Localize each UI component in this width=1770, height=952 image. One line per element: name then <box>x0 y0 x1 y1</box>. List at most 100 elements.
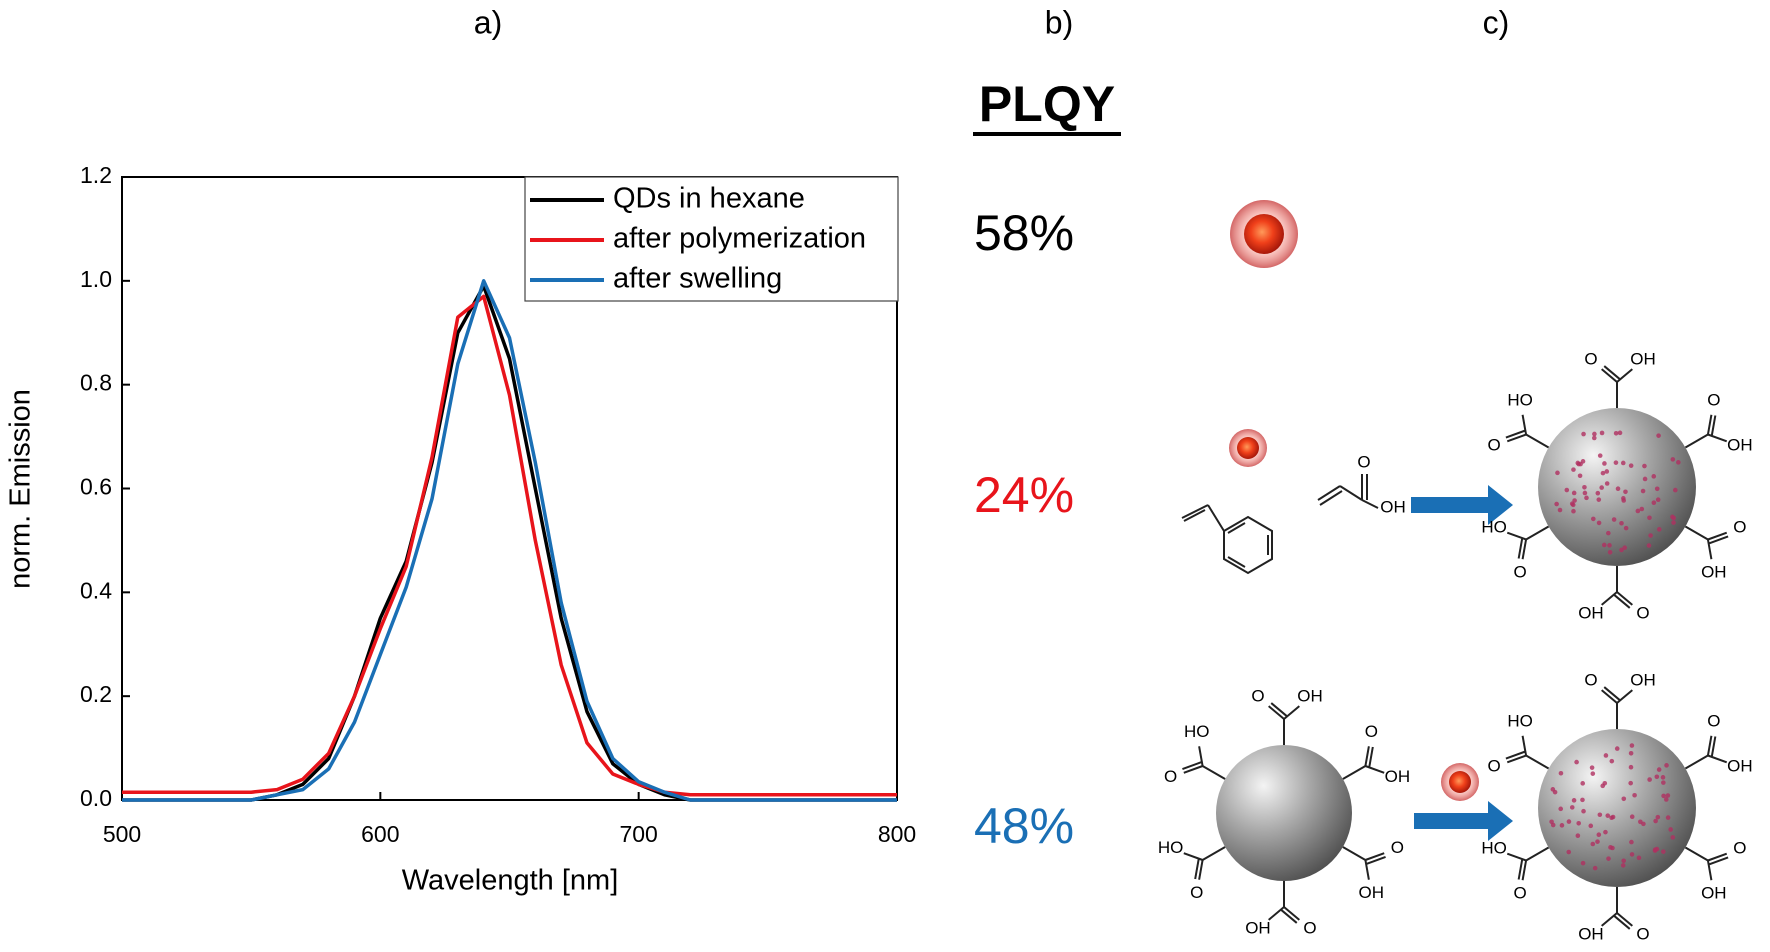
embedded-dot <box>1569 805 1575 810</box>
atom-label: O <box>1733 838 1746 857</box>
panel-label: c) <box>1483 4 1510 40</box>
embedded-dot <box>1557 507 1563 513</box>
embedded-dot <box>1596 497 1602 502</box>
bond <box>1616 591 1633 606</box>
embedded-dot <box>1572 498 1577 503</box>
plqy-title: PLQY <box>979 76 1115 132</box>
panel-label: a) <box>474 4 502 40</box>
embedded-dot <box>1580 459 1586 464</box>
embedded-dot <box>1628 750 1634 756</box>
bond <box>1684 754 1709 770</box>
bond <box>1365 852 1385 861</box>
x-tick-label: 600 <box>361 821 399 847</box>
bond <box>1183 852 1203 861</box>
bond <box>1506 852 1527 862</box>
atom-label: O <box>1636 924 1649 943</box>
bond <box>1194 859 1200 880</box>
embedded-dot <box>1656 527 1662 532</box>
atom-label: O <box>1707 391 1720 410</box>
embedded-dot <box>1582 484 1587 490</box>
bond <box>1706 414 1713 435</box>
embedded-dot <box>1555 470 1560 476</box>
atom-label: OH <box>1245 918 1271 937</box>
atom-label: OH <box>1380 497 1406 516</box>
plqy-value: 48% <box>974 798 1074 854</box>
bond <box>1270 702 1288 717</box>
embedded-dot <box>1665 815 1671 820</box>
bond <box>1365 765 1385 774</box>
atom-label: O <box>1303 918 1316 937</box>
embedded-dot <box>1656 767 1662 772</box>
embedded-dot <box>1628 780 1633 786</box>
atom-label: O <box>1357 452 1370 471</box>
bond <box>1601 689 1618 704</box>
bond <box>1525 433 1550 449</box>
bond <box>1616 368 1633 383</box>
embedded-dot <box>1673 487 1678 493</box>
x-tick-label: 700 <box>619 821 657 847</box>
y-tick-label: 1.0 <box>80 266 112 292</box>
bond <box>1283 906 1300 921</box>
bond <box>1525 846 1550 862</box>
embedded-dot <box>1592 431 1597 437</box>
bond <box>1280 909 1298 924</box>
embedded-dot <box>1571 508 1576 514</box>
embedded-dot <box>1615 486 1621 492</box>
bond <box>1364 859 1370 880</box>
embedded-dot <box>1602 461 1607 466</box>
embedded-dot <box>1671 520 1676 525</box>
embedded-dot <box>1665 793 1671 798</box>
bond <box>1268 705 1285 720</box>
embedded-dot <box>1591 435 1597 441</box>
embedded-dot <box>1628 463 1634 468</box>
embedded-dot <box>1632 792 1637 798</box>
atom-label: O <box>1584 350 1597 369</box>
atom-label: OH <box>1701 562 1727 581</box>
polymer-bead <box>1216 745 1352 881</box>
bond <box>1183 765 1203 774</box>
embedded-dot <box>1570 502 1576 508</box>
embedded-dot <box>1621 858 1626 864</box>
y-tick-label: 0.6 <box>80 474 112 500</box>
bond <box>1521 539 1528 560</box>
bond <box>1198 859 1204 880</box>
bond <box>1368 746 1374 767</box>
embedded-dot <box>1663 797 1669 802</box>
embedded-dot <box>1660 775 1666 780</box>
embedded-dot <box>1661 780 1666 785</box>
embedded-dot <box>1580 781 1586 786</box>
series-line <box>122 284 897 802</box>
embedded-dot <box>1639 506 1645 512</box>
embedded-dot <box>1599 485 1604 490</box>
bond <box>1202 765 1226 780</box>
legend-label: QDs in hexane <box>613 183 805 215</box>
atom-label: HO <box>1184 722 1210 741</box>
embedded-dot <box>1661 849 1666 854</box>
embedded-dot <box>1574 759 1579 765</box>
bond <box>1198 746 1204 767</box>
embedded-dot <box>1647 515 1652 521</box>
embedded-dot <box>1670 457 1676 462</box>
atom-label: O <box>1365 722 1378 741</box>
atom-label: O <box>1190 883 1203 902</box>
embedded-dot <box>1550 787 1556 792</box>
embedded-dot <box>1601 542 1607 548</box>
embedded-dot <box>1670 835 1676 840</box>
embedded-dot <box>1566 819 1572 824</box>
embedded-dot <box>1549 819 1554 825</box>
embedded-dot <box>1648 533 1653 538</box>
embedded-dot <box>1653 818 1658 824</box>
embedded-dot <box>1588 823 1594 829</box>
embedded-dot <box>1629 839 1634 845</box>
embedded-dot <box>1609 758 1615 764</box>
bond <box>1517 859 1524 880</box>
bond <box>1525 525 1550 541</box>
arrow <box>1411 485 1513 525</box>
embedded-dot <box>1621 496 1626 501</box>
plqy-value: 58% <box>974 205 1074 261</box>
embedded-dot <box>1652 847 1658 852</box>
diagram <box>1181 200 1513 841</box>
embedded-dot <box>1635 508 1641 514</box>
embedded-dot <box>1595 490 1601 496</box>
embedded-dot <box>1590 771 1596 776</box>
